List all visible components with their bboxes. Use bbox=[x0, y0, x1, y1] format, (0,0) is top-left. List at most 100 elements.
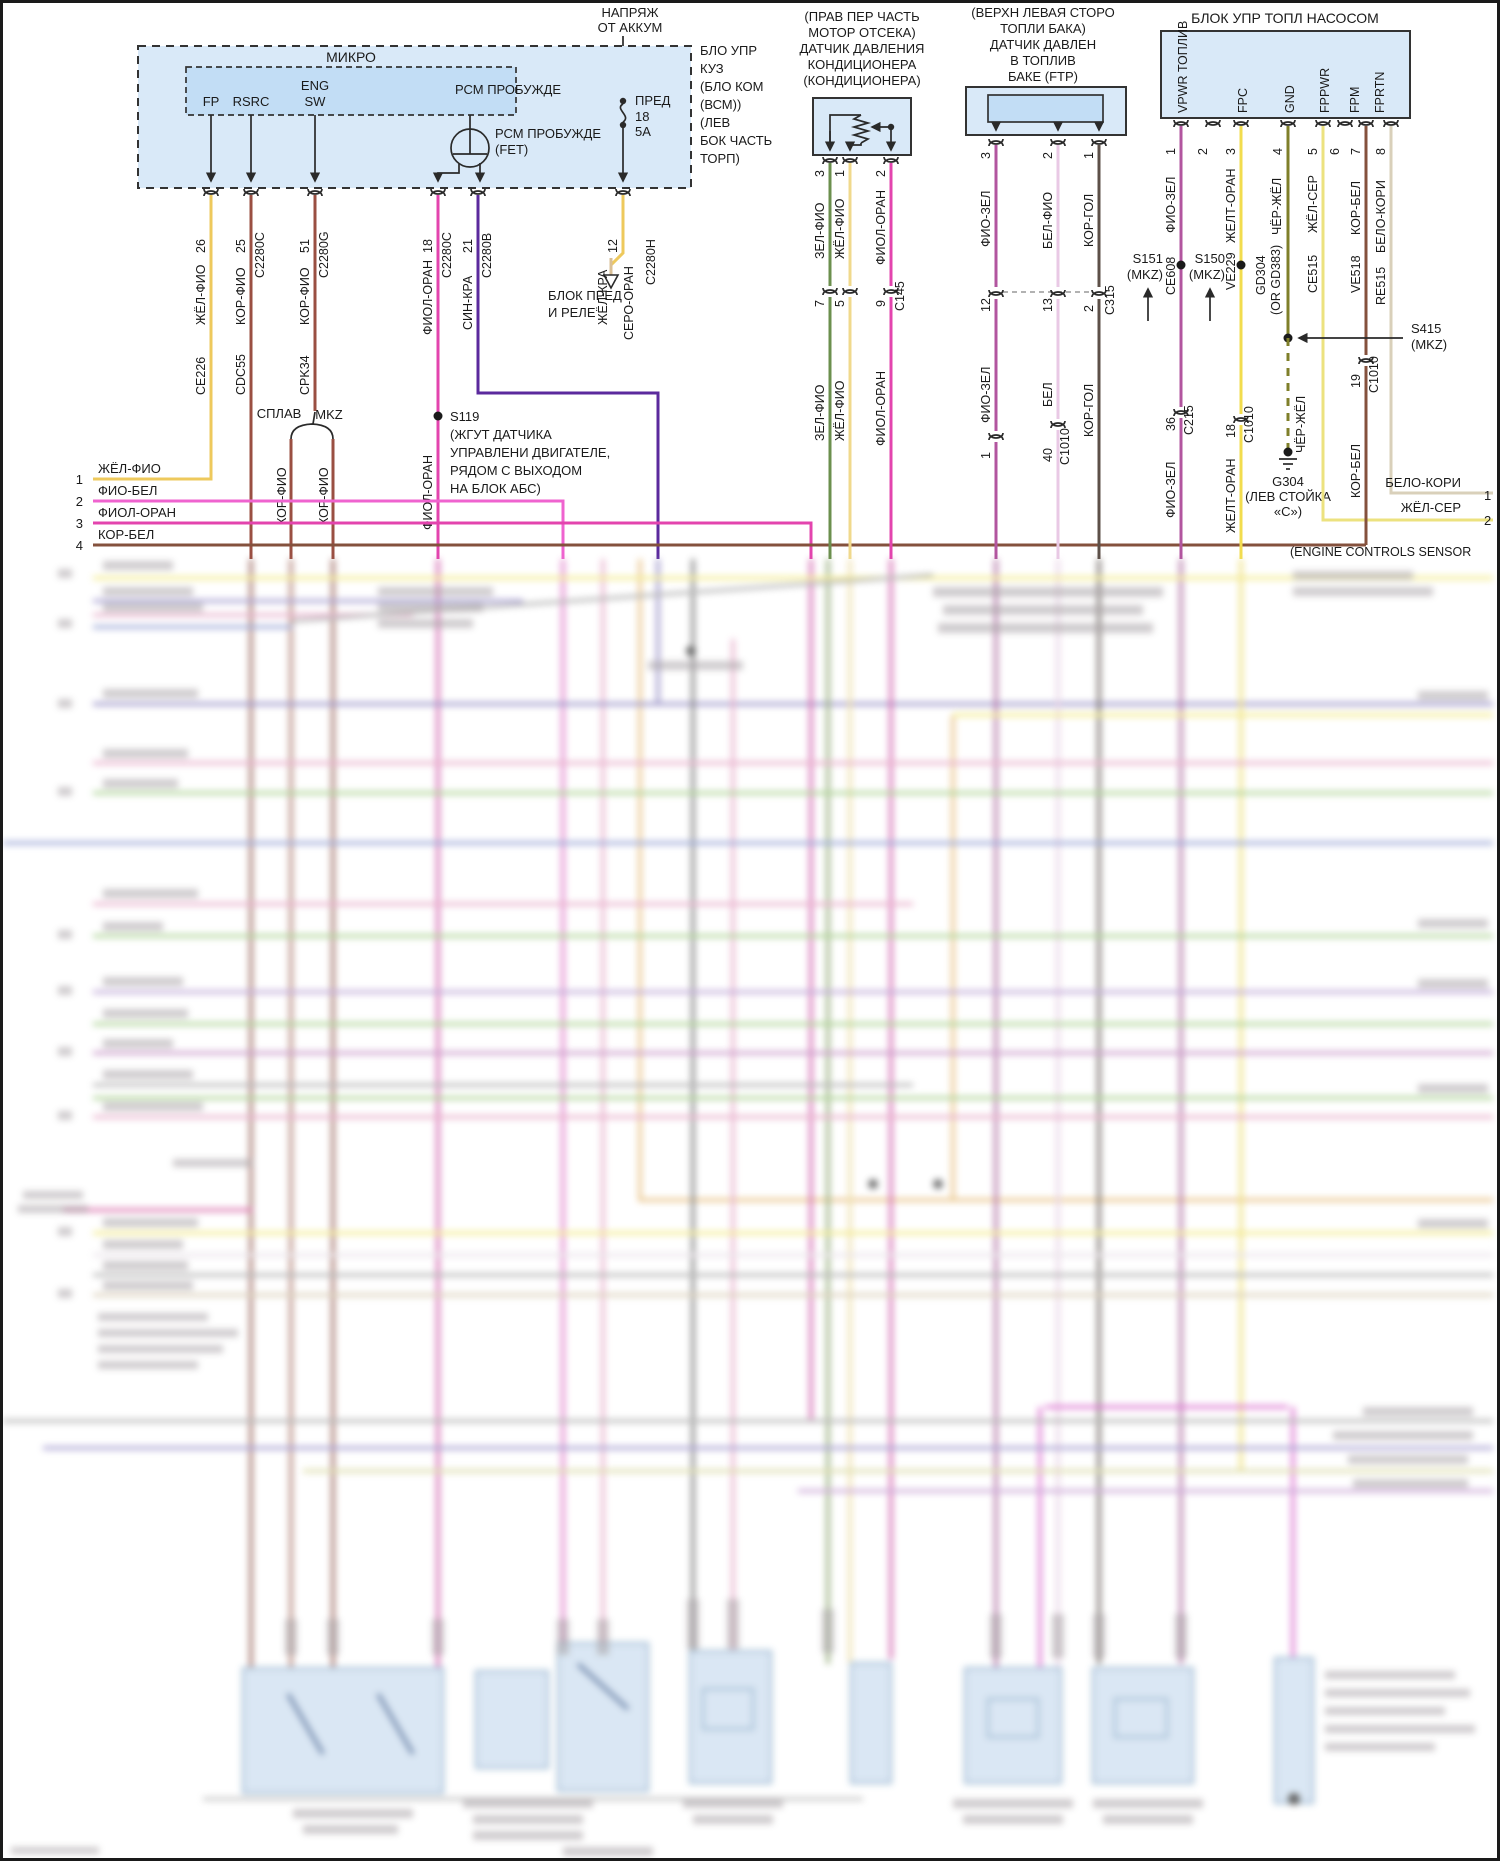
connector-id: C2280C bbox=[253, 232, 267, 278]
pin-number: 51 bbox=[298, 239, 312, 253]
pin-number: 3 bbox=[1224, 148, 1238, 155]
micro-box bbox=[185, 66, 517, 116]
bcm-caption-line: (ВСМ)) bbox=[700, 97, 741, 112]
row-wire-color: ФИО-БЕЛ bbox=[98, 483, 157, 498]
bcm-module: МИКРО FP RSRC ENG SW РСМ ПРОБУЖДЕ РСМ ПР… bbox=[137, 43, 772, 189]
splice-id: S119 bbox=[450, 409, 479, 424]
variant-label: MKZ bbox=[315, 407, 343, 422]
row-number: 1 bbox=[76, 472, 83, 487]
bcm-caption-line: (ЛЕВ bbox=[700, 115, 730, 130]
connector-id: C215 bbox=[1182, 405, 1196, 435]
pin-number: 5 bbox=[1306, 148, 1320, 155]
connector-id: C145 bbox=[893, 281, 907, 311]
splice-variant: (MKZ) bbox=[1189, 267, 1225, 282]
circuit-id: VE518 bbox=[1349, 255, 1363, 293]
ftp-title: ДАТЧИК ДАВЛЕН bbox=[990, 37, 1096, 52]
wire-color: СЕРО-ОРАН bbox=[622, 266, 636, 340]
pin-number: 18 bbox=[1224, 424, 1238, 438]
pin-number: 8 bbox=[1374, 148, 1388, 155]
blur-component-boxes bbox=[241, 1599, 1475, 1856]
pin-number: 5 bbox=[833, 300, 847, 307]
splice-note: НА БЛОК АБС) bbox=[450, 481, 541, 496]
wire-color: ЧЁР-ЖЁЛ bbox=[1270, 178, 1284, 235]
wire-color: ФИО-ЗЕЛ bbox=[1164, 462, 1178, 518]
fuse-amps: 5А bbox=[635, 124, 651, 139]
wire-color: БЕЛ-ФИО bbox=[1041, 192, 1055, 249]
pin-number: 1 bbox=[979, 452, 993, 459]
blur-text-blobs bbox=[11, 561, 1488, 1854]
bcm-caption-line: БЛО УПР bbox=[700, 43, 757, 58]
blur-vertical-wires bbox=[249, 559, 1493, 1669]
ac-title: ДАТЧИК ДАВЛЕНИЯ bbox=[800, 41, 925, 56]
pin-number: 1 bbox=[833, 170, 847, 177]
pin-number: 18 bbox=[421, 239, 435, 253]
row-wire-color: ФИОЛ-ОРАН bbox=[98, 505, 176, 520]
fet-label: РСМ ПРОБУЖДЕ bbox=[495, 126, 601, 141]
ac-title: КОНДИЦИОНЕРА bbox=[808, 57, 917, 72]
exit-number: 2 bbox=[1484, 513, 1491, 528]
fuse-rating: 18 bbox=[635, 109, 649, 124]
ground-id: G304 bbox=[1272, 474, 1304, 489]
ground-location: (ЛЕВ СТОЙКА bbox=[1245, 489, 1331, 504]
wire-color: ЖЕЛТ-ОРАН bbox=[1224, 169, 1238, 243]
connector-id: C315 bbox=[1103, 285, 1117, 315]
pin-number: 25 bbox=[234, 239, 248, 253]
row-number: 2 bbox=[76, 494, 83, 509]
pin-number: 7 bbox=[813, 300, 827, 307]
blur-splice-dot bbox=[868, 1179, 878, 1189]
wire-color: ЗЕЛ-ФИО bbox=[813, 384, 827, 441]
fuse-relay-box-note: БЛОК ПРЕД И РЕЛЕ bbox=[548, 288, 622, 320]
splice-note: РЯДОМ С ВЫХОДОМ bbox=[450, 463, 582, 478]
ftp-title: (ВЕРХН ЛЕВАЯ СТОРО bbox=[971, 5, 1114, 20]
circuit-id: GD304 bbox=[1254, 255, 1268, 295]
connector-id: C2280H bbox=[644, 239, 658, 285]
pin-number: 2 bbox=[874, 170, 888, 177]
wire-color: ЖЁЛ-ФИО bbox=[194, 264, 208, 325]
fuel-pump-control-module: БЛОК УПР ТОПЛ НАСОСОМ VPWR ТОПЛИВ FPC GN… bbox=[1127, 10, 1493, 559]
bcm-caption-line: ТОРП) bbox=[700, 151, 740, 166]
wire-color: БЕЛ bbox=[1041, 382, 1055, 407]
wire-color: КОР-БЕЛ bbox=[1349, 444, 1363, 498]
circuit-id: CE608 bbox=[1164, 257, 1178, 295]
fpcm-box bbox=[1160, 30, 1411, 119]
variant-label: СПЛАВ bbox=[257, 406, 302, 421]
splice-note: (ЖГУТ ДАТЧИКА bbox=[450, 427, 552, 442]
wire-color: ЖЁЛ-ФИО bbox=[833, 380, 847, 441]
pin-label: VPWR ТОПЛИВ bbox=[1176, 21, 1190, 113]
ftp-sensor: (ВЕРХН ЛЕВАЯ СТОРО ТОПЛИ БАКА) ДАТЧИК ДА… bbox=[965, 5, 1127, 559]
pin-number: 3 bbox=[813, 170, 827, 177]
s119-splice: S119 (ЖГУТ ДАТЧИКА УПРАВЛЕНИ ДВИГАТЕЛЕ, … bbox=[433, 409, 610, 496]
ac-sensor-box bbox=[812, 97, 912, 156]
bcm-caption-line: (БЛО КОМ bbox=[700, 79, 763, 94]
pin-label: GND bbox=[1283, 85, 1297, 113]
pin-label-sw: SW bbox=[305, 94, 327, 109]
wire-color: ФИОЛ-ОРАН bbox=[421, 260, 435, 335]
connector-id: C2280C bbox=[440, 232, 454, 278]
battery-label: ОТ АККУМ bbox=[598, 20, 663, 35]
wire-color: СИН-КРА bbox=[461, 275, 475, 330]
pin-number: 12 bbox=[979, 298, 993, 312]
circuit-id: CPK34 bbox=[298, 355, 312, 395]
connector-id: C2280G bbox=[317, 231, 331, 278]
splice-variant: (MKZ) bbox=[1127, 267, 1163, 282]
circuit-id: RE515 bbox=[1374, 267, 1388, 305]
wire-color: ЗЕЛ-ФИО bbox=[813, 202, 827, 259]
fuse-relay-label: БЛОК ПРЕД bbox=[548, 288, 622, 303]
wire-color: КОР-ГОЛ bbox=[1082, 384, 1096, 437]
pin-number: 7 bbox=[1349, 148, 1363, 155]
ac-title: МОТОР ОТСЕКА) bbox=[808, 25, 915, 40]
pin-number: 9 bbox=[874, 300, 888, 307]
wire-color: ЖЕЛТ-ОРАН bbox=[1224, 459, 1238, 533]
connector-id: C1010 bbox=[1058, 428, 1072, 465]
wire-color: ЧЁР-ЖЁЛ bbox=[1294, 396, 1308, 453]
wire-color: ФИО-ЗЕЛ bbox=[979, 191, 993, 247]
splice-note: УПРАВЛЕНИ ДВИГАТЕЛЕ, bbox=[450, 445, 610, 460]
pin-number: 26 bbox=[194, 239, 208, 253]
pin-label-rsrc: RSRC bbox=[233, 94, 270, 109]
wire-color: ФИО-ЗЕЛ bbox=[1164, 177, 1178, 233]
pin-number: 36 bbox=[1164, 417, 1178, 431]
pin-number: 13 bbox=[1041, 298, 1055, 312]
ftp-title: ТОПЛИ БАКА) bbox=[1000, 21, 1086, 36]
fuse-relay-label: И РЕЛЕ bbox=[548, 305, 596, 320]
